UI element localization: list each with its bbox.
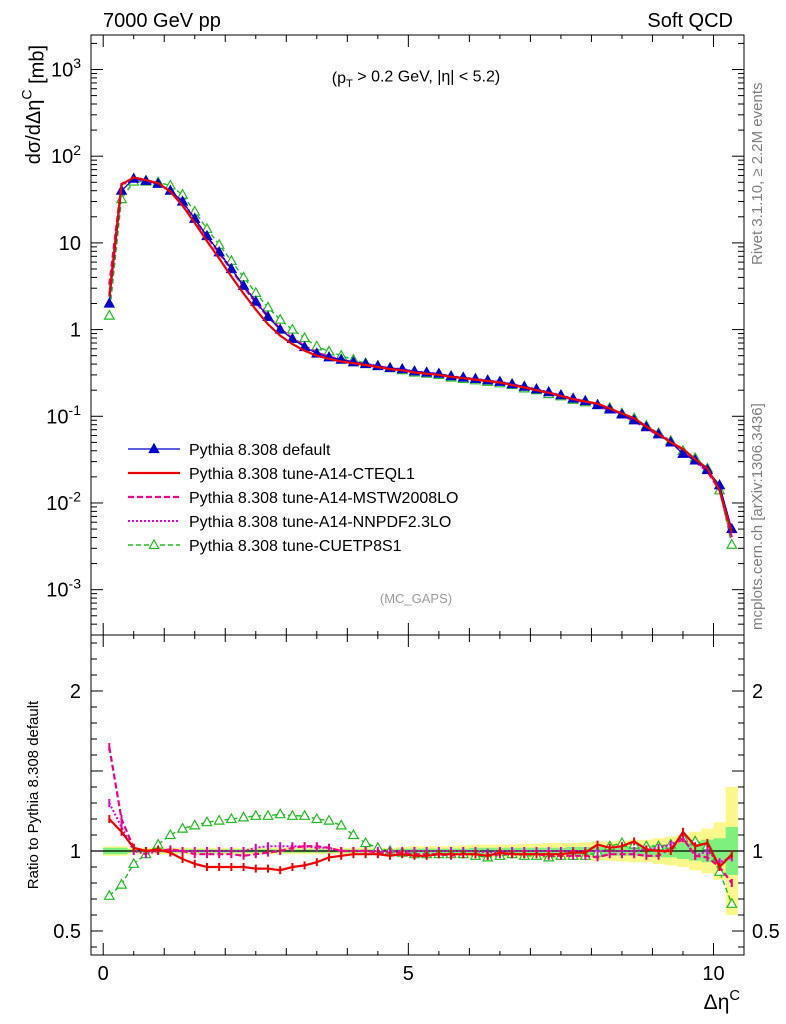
legend-label-cteql1: Pythia 8.308 tune-A14-CTEQL1 — [189, 466, 415, 483]
ratio-point-cuetp8s1 — [262, 809, 274, 820]
series-line-default — [108, 178, 733, 530]
y-tick-label-right: 1 — [752, 841, 763, 863]
legend-item-nnpdf: Pythia 8.308 tune-A14-NNPDF2.3LO — [128, 514, 451, 531]
ratio-point-cuetp8s1 — [103, 889, 116, 900]
ratio-point-cuetp8s1 — [311, 812, 323, 824]
legend-label-default: Pythia 8.308 default — [189, 442, 331, 459]
series-cteql1 — [108, 176, 733, 534]
point-default — [286, 332, 299, 344]
legend-item-cuetp8s1: Pythia 8.308 tune-CUETP8S1 — [128, 538, 402, 555]
ratio-point-cuetp8s1 — [164, 828, 177, 840]
ratio-point-cuetp8s1 — [286, 809, 299, 820]
point-default — [262, 310, 274, 322]
ratio-point-cuetp8s1 — [188, 819, 201, 830]
ratio-line-cuetp8s1 — [108, 813, 733, 905]
cut-label: (pT​ > 0.2 GeV, |η| < 5.2) — [332, 68, 500, 90]
point-default — [274, 323, 286, 334]
point-default — [103, 297, 116, 308]
x-tick-label: 10 — [702, 963, 724, 985]
ratio-point-cuetp8s1 — [250, 809, 262, 820]
y-tick-label: 0.5 — [53, 921, 81, 943]
y-tick-label: 102​ — [51, 142, 81, 168]
y-tick-label: 10-3​ — [46, 575, 81, 601]
point-default — [677, 447, 689, 458]
panel-frame — [90, 634, 745, 956]
header-right: Soft QCD — [647, 10, 733, 32]
ratio-line-mstw — [108, 746, 733, 884]
ratio-point-cuetp8s1 — [115, 878, 128, 889]
y-tick-label: 10 — [59, 233, 81, 255]
point-cuetp8s1 — [286, 323, 299, 334]
y-tick-label: 10-2​ — [46, 489, 81, 515]
ratio-point-cuetp8s1 — [726, 897, 738, 908]
y-tick-label: 2 — [70, 681, 81, 703]
y-tick-label-right: 0.5 — [752, 921, 780, 943]
x-tick-label: 5 — [403, 963, 414, 985]
y-tick-label: 1 — [70, 841, 81, 863]
legend-label-nnpdf: Pythia 8.308 tune-A14-NNPDF2.3LO — [189, 514, 451, 531]
ratio-point-cuetp8s1 — [127, 857, 140, 868]
y-tick-label: 103​ — [51, 55, 81, 81]
header-left: 7000 GeV pp — [103, 10, 221, 32]
legend-marker-default — [148, 442, 160, 454]
main-panel: 10-3​ 10-2​ 10-1​ 1 10 102​ 103​ — [46, 34, 745, 636]
point-cuetp8s1 — [726, 538, 738, 549]
x-tick-label: 0 — [98, 963, 109, 985]
legend-item-cteql1: Pythia 8.308 tune-A14-CTEQL1 — [128, 466, 415, 483]
ratio-point-cuetp8s1 — [359, 836, 372, 848]
ratio-point-cuetp8s1 — [176, 822, 189, 833]
legend-item-mstw: Pythia 8.308 tune-A14-MSTW2008LO — [128, 490, 458, 507]
point-cuetp8s1 — [262, 301, 274, 312]
legend: Pythia 8.308 default Pythia 8.308 tune-A1… — [128, 442, 458, 555]
point-cuetp8s1 — [274, 313, 286, 324]
point-default — [225, 262, 238, 274]
ratio-point-cuetp8s1 — [335, 819, 347, 830]
y-axis-label-ratio: Ratio to Pythia 8.308 default — [25, 700, 42, 889]
legend-label-cuetp8s1: Pythia 8.308 tune-CUETP8S1 — [189, 538, 402, 555]
ratio-point-cuetp8s1 — [225, 812, 238, 824]
ratio-point-cuetp8s1 — [323, 814, 335, 825]
rivet-label: Rivet 3.1.10, ≥ 2.2M events — [749, 83, 766, 266]
y-tick-label: 1 — [70, 320, 81, 342]
legend-label-mstw: Pythia 8.308 tune-A14-MSTW2008LO — [189, 490, 458, 507]
ratio-series-cteql1 — [108, 815, 733, 875]
x-axis-label: ΔηC​ — [704, 988, 741, 1014]
point-cuetp8s1 — [103, 309, 116, 320]
ratio-point-cuetp8s1 — [713, 865, 726, 876]
ratio-point-cuetp8s1 — [213, 814, 225, 825]
legend-item-default: Pythia 8.308 default — [128, 442, 331, 459]
legend-marker-cuetp8s1 — [148, 538, 160, 550]
series-line-cteql1 — [108, 176, 733, 534]
point-default — [237, 279, 250, 290]
ratio-point-cuetp8s1 — [201, 815, 213, 827]
mcplots-label: mcplots.cern.ch [arXiv:1306.3436] — [749, 403, 766, 630]
ratio-point-cuetp8s1 — [298, 809, 311, 820]
ratio-point-cuetp8s1 — [274, 807, 286, 819]
y-axis-label-main: dσ/dΔηC​ [mb] — [19, 45, 49, 164]
ratio-point-cuetp8s1 — [237, 811, 250, 822]
analysis-tag: (MC_GAPS) — [380, 591, 452, 606]
y-tick-label-right: 2 — [752, 681, 763, 703]
point-cuetp8s1 — [298, 331, 311, 343]
ratio-line-cteql1 — [108, 818, 733, 872]
ratio-point-cuetp8s1 — [347, 828, 360, 840]
ratio-panel: 0.5 0.5 1 1 2 2 0 5 10 — [53, 634, 780, 985]
point-default — [250, 295, 262, 306]
y-tick-label: 10-1​ — [46, 402, 81, 428]
